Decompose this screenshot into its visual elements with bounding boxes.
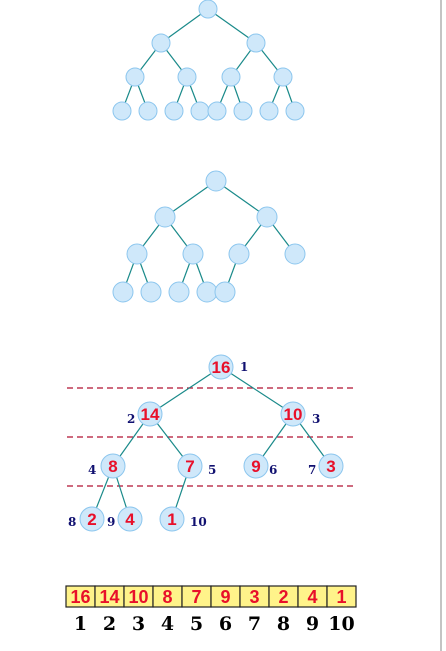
heap-node-value: 8	[108, 457, 117, 476]
tree1-node	[190, 101, 210, 121]
array-index: 4	[161, 613, 174, 635]
tree1-node	[221, 67, 241, 87]
heap-node-index: 3	[312, 412, 320, 426]
tree1-node	[233, 101, 253, 121]
tree2-node	[205, 170, 227, 192]
complete-binary-tree	[112, 0, 305, 121]
heap-node-index: 7	[308, 463, 316, 477]
tree2-node	[284, 243, 306, 265]
array-index: 7	[248, 613, 261, 635]
tree2-node	[126, 243, 148, 265]
tree2-node	[112, 281, 134, 303]
nearly-complete-binary-tree	[112, 170, 306, 303]
array-index: 8	[277, 613, 290, 635]
array-value: 16	[70, 587, 90, 607]
heap-node-index: 9	[107, 515, 115, 529]
heap-node-value: 14	[141, 405, 160, 424]
heap-node	[318, 453, 344, 479]
tree2-node	[196, 281, 218, 303]
array-value: 2	[278, 587, 288, 607]
array-cell	[326, 585, 357, 608]
heap-node-value: 9	[251, 457, 260, 476]
array-value: 1	[336, 587, 346, 607]
array-value: 14	[99, 587, 119, 607]
heap-node-index: 6	[269, 463, 277, 477]
heap-node	[100, 453, 126, 479]
tree2-node	[182, 243, 204, 265]
tree1-node	[138, 101, 158, 121]
tree1-node	[112, 101, 132, 121]
tree2-node	[140, 281, 162, 303]
tree1-node	[151, 33, 171, 53]
tree1-node	[207, 101, 227, 121]
heap-node	[137, 401, 163, 427]
heap-node-index: 4	[88, 463, 96, 477]
heap-node-index: 5	[208, 463, 216, 477]
heap-array: 16 14 10 8 7 9 3 2 4 1 1 2 3 4 5 6 7 8 9…	[65, 585, 357, 635]
tree1-node	[285, 101, 305, 121]
heap-node-value: 16	[212, 358, 231, 377]
tree2-node	[228, 243, 250, 265]
heap-node-value: 4	[125, 510, 135, 529]
tree2-node	[214, 281, 236, 303]
heap-node	[117, 506, 143, 532]
tree2-node	[256, 206, 278, 228]
heap-node-index: 10	[190, 515, 207, 529]
array-index: 10	[328, 613, 354, 635]
heap-node-index: 8	[68, 515, 76, 529]
tree1-node	[125, 67, 145, 87]
tree1-node	[246, 33, 266, 53]
tree2-node	[168, 281, 190, 303]
array-index: 1	[74, 613, 87, 635]
array-index: 9	[306, 613, 319, 635]
heap-node	[208, 354, 234, 380]
max-heap-tree: 16 14 10 8 7 9 3 2 4 1 1 2 3 4 5 6 7 8 9…	[67, 354, 353, 532]
tree1-node	[164, 101, 184, 121]
array-value: 9	[220, 587, 230, 607]
array-index: 6	[219, 613, 232, 635]
heap-node-index: 1	[240, 360, 248, 374]
heap-node	[280, 401, 306, 427]
array-value: 10	[128, 587, 148, 607]
tree1-node	[273, 67, 293, 87]
tree2-node	[154, 206, 176, 228]
heap-node-index: 2	[127, 412, 135, 426]
tree1-node	[259, 101, 279, 121]
heap-node-value: 3	[326, 457, 335, 476]
tree1-node	[198, 0, 218, 19]
array-value: 4	[307, 587, 317, 607]
heap-node-value: 10	[284, 405, 303, 424]
array-value: 3	[249, 587, 259, 607]
array-index: 2	[103, 613, 116, 635]
heap-node	[177, 453, 203, 479]
array-index: 3	[132, 613, 145, 635]
array-value: 7	[191, 587, 201, 607]
heap-node	[243, 453, 269, 479]
heap-node-value: 1	[167, 510, 176, 529]
tree1-node	[177, 67, 197, 87]
heap-node	[79, 506, 105, 532]
array-value: 8	[162, 587, 172, 607]
heap-node	[159, 506, 185, 532]
array-index: 5	[190, 613, 203, 635]
heap-node-value: 7	[185, 457, 194, 476]
heap-node-value: 2	[87, 510, 96, 529]
